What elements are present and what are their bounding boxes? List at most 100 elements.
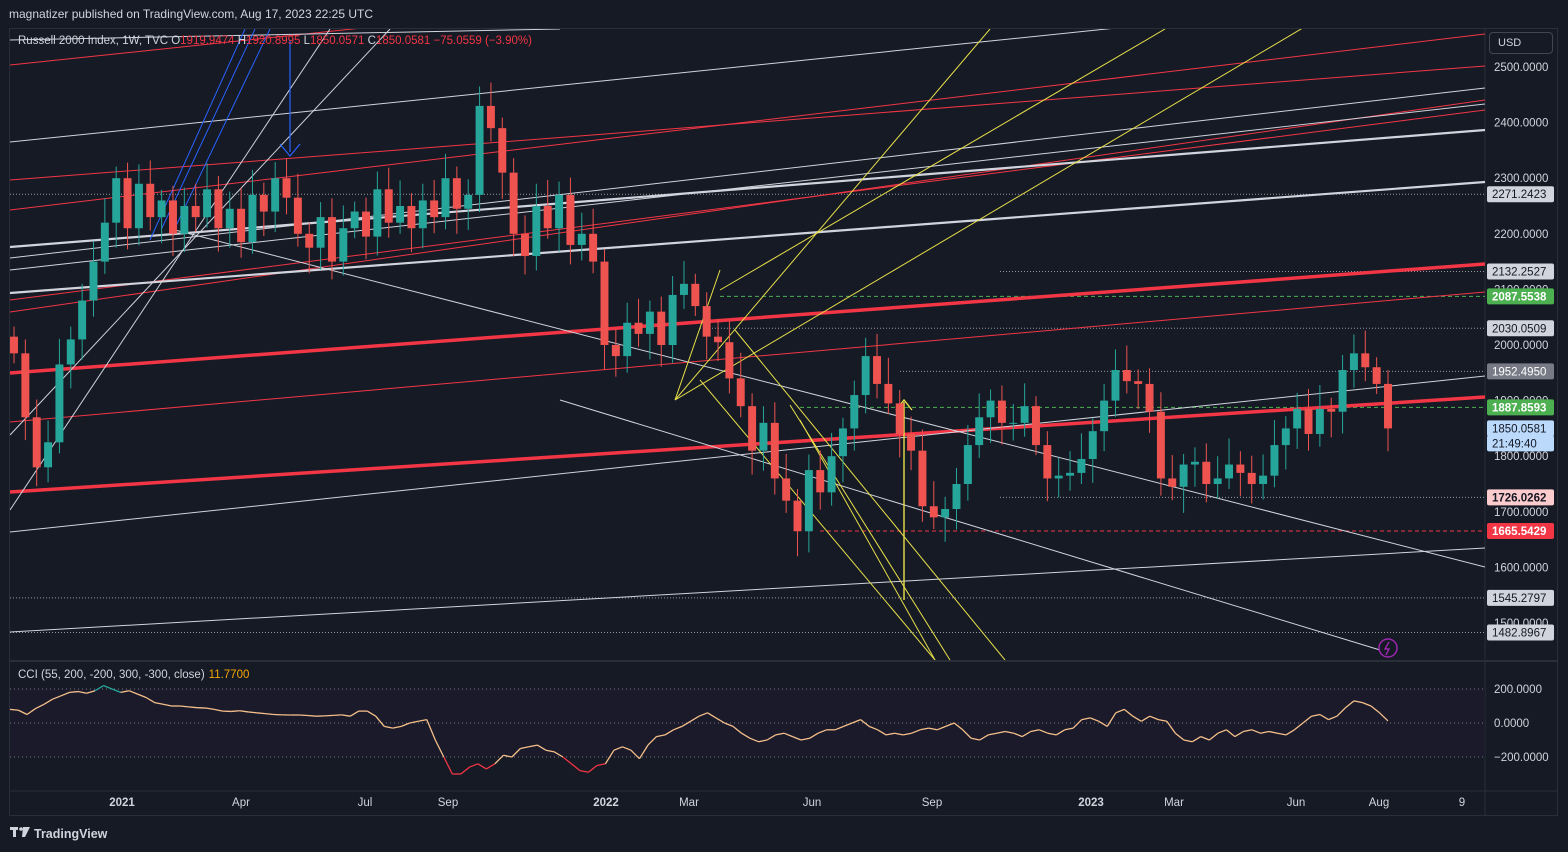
white-trendline [10,103,1485,271]
candle-body [1281,428,1290,446]
cci-segment [1106,712,1117,727]
cci-band [10,689,1485,757]
cci-segment [886,732,895,736]
cci-segment [111,688,121,694]
candle-body [271,178,280,212]
candle-body [373,189,382,237]
cci-segment [647,736,657,746]
price-label-box [1487,522,1554,539]
cci-segment [868,725,878,731]
candle-body [838,428,847,457]
candle-body [850,395,859,429]
cci-segment [333,714,342,716]
cci-segment [809,732,819,739]
cci-segment [1319,713,1329,721]
currency-button[interactable]: USD [1489,32,1553,54]
price-label-box [1487,435,1554,452]
cci-segment [477,763,487,770]
candle-body [941,509,950,518]
candle-body [475,105,484,195]
price-label-text: 2087.5538 [1492,291,1547,303]
price-label-text: 1545.2797 [1492,593,1546,605]
candle-body [441,178,450,218]
candle-body [237,208,246,243]
candle-body [1315,408,1324,434]
candle-body [486,105,495,129]
cci-segment [494,754,504,765]
cci-segment [162,703,172,707]
white-trendline [10,375,1485,533]
cci-tick-label: 0.0000 [1494,718,1529,730]
white-trendline [10,29,561,41]
price-labels: 2271.2423 2132.2527 2087.5538 2030.0509 1952… [1487,186,1554,641]
price-label-box [1487,320,1554,337]
candle-body [589,233,598,262]
white-trendline-thick [10,128,1485,249]
candle-body [566,194,575,245]
candle-body [963,445,972,484]
cci-segment [936,725,946,731]
tradingview-logo[interactable]: TradingView [10,826,107,841]
candle-body [1088,431,1097,459]
cci-segment [248,711,257,714]
candle-body [78,300,87,340]
candle-body [759,422,768,451]
cci-segment [1268,730,1278,734]
white-trendline [174,229,1485,568]
candle-body [1043,445,1052,479]
cci-segment [43,698,53,705]
candle-body [384,189,393,223]
candle-body [112,178,121,223]
cci-segment [1294,722,1304,731]
white-trendline-thick [10,180,1485,295]
cci-segment [1158,718,1167,722]
cci-segment [996,730,1006,734]
candle-body [55,364,64,443]
price-label-box [1487,288,1554,305]
cci-segment [1098,720,1108,727]
cci-segment [920,727,929,731]
candle-body [679,283,688,295]
candle-body [657,311,666,345]
cci-segment [766,734,776,741]
price-label-box [1487,589,1554,606]
candle-body [782,478,791,501]
candle-body [66,339,75,365]
cci-segment [724,722,734,728]
cci-tick-label: −200.0000 [1494,752,1549,764]
cci-segment [817,729,827,734]
cci-segment [418,718,427,722]
cci-segment [137,693,147,699]
red-trendline-thick [10,262,1485,375]
cci-segment [375,715,385,727]
candle-body [1032,406,1040,446]
candle-body [134,183,143,229]
cci-segment [775,732,785,736]
cci-segment [1277,732,1287,736]
time-tick-label: Aug [1369,797,1389,809]
price-label-box [1487,263,1554,280]
candle-body [180,206,189,234]
candle-body [21,353,30,418]
yellow-trendline [674,269,721,401]
candle-body [907,433,916,451]
candle-body [827,456,836,493]
cci-segment [1072,719,1083,729]
cci-segment [962,729,972,739]
close-label: C [367,35,376,47]
cci-segment [239,710,249,713]
cci-segment [341,714,351,717]
cci-segment [1115,708,1125,714]
overlay-icons [1378,638,1398,658]
price-label-text: 2030.0509 [1492,323,1546,335]
cci-segment [511,748,521,758]
candle-body [407,206,416,229]
cci-segment [622,746,632,751]
candle-body [634,322,643,334]
candle-body [362,211,370,237]
candle-body [339,228,348,262]
cci-segment [86,690,96,694]
candle-body [975,417,984,446]
blue-trendline [161,29,256,229]
